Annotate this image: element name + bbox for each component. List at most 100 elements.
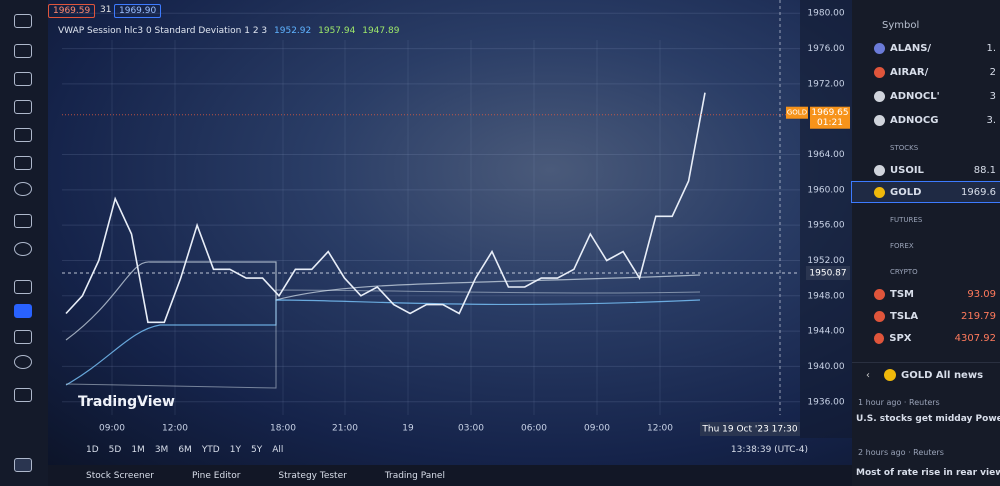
section-label: CRYPTO [890, 268, 918, 276]
watchlist-row[interactable]: USOIL 88.1 [852, 160, 1000, 180]
clock: 13:38:39 (UTC-4) [730, 445, 808, 455]
news-title[interactable]: GOLD All news [901, 369, 984, 381]
tool-icon[interactable] [14, 214, 32, 228]
watchlist-row[interactable]: SPX 4307.92 [852, 328, 1000, 348]
news-meta: 2 hours ago · Reuters [858, 448, 944, 457]
quantity: 31 [100, 5, 112, 15]
y-tick-label: 1944.00 [807, 327, 844, 337]
price: 3. [986, 114, 996, 126]
chart: 1936.00 1940.00 1944.00 1948.00 1952.00 1956.… [62, 0, 852, 438]
tool-icon[interactable] [14, 388, 32, 402]
range-button[interactable]: YTD [201, 445, 220, 455]
watchlist-row[interactable]: GOLD 1969.6 [851, 181, 1000, 203]
range-button[interactable]: 5D [108, 445, 122, 455]
tab[interactable]: Trading Panel [384, 470, 445, 481]
tab[interactable]: Strategy Tester [278, 470, 347, 481]
x-tick-label: 19 [402, 424, 414, 434]
news-headline[interactable]: Most of rate rise in rear view m [856, 468, 1000, 478]
tool-icon[interactable] [14, 44, 32, 58]
x-tick-label: 09:00 [584, 424, 610, 434]
watchlist-row[interactable]: TSM 93.09 [852, 284, 1000, 304]
tool-icon[interactable] [14, 128, 32, 142]
indicator-name: VWAP Session hlc3 0 Standard Deviation 1… [58, 26, 268, 36]
price: 1969.6 [961, 186, 996, 198]
watchlist-row[interactable]: ALANS/1. [852, 38, 1000, 58]
sell-price[interactable]: 1969.59 [48, 4, 96, 18]
watchlist: Symbol ALANS/1. AIRAR/2 ADNOCL' 3 ADNOCG 3. ST… [851, 0, 1000, 486]
crosshair-time-box [700, 422, 800, 436]
tool-icon[interactable] [14, 14, 32, 28]
symbol-icon [874, 186, 885, 198]
logo: TradingView [78, 394, 175, 410]
symbol: SPX [889, 332, 912, 344]
watchlist-row[interactable]: ADNOCG 3. [852, 110, 1000, 130]
y-tick-label: 1964.00 [807, 150, 844, 160]
tool-icon[interactable] [14, 156, 32, 170]
range-button[interactable]: 1M [131, 445, 145, 455]
price-tag-box [810, 106, 850, 129]
tab[interactable]: Pine Editor [191, 470, 241, 481]
symbol-icon [874, 66, 885, 78]
y-tick-label: 1952.00 [807, 256, 844, 266]
price: 2 [989, 66, 996, 78]
symbol-icon [874, 114, 885, 126]
symbol-icon [874, 90, 885, 102]
news-meta: 1 hour ago · Reuters [858, 398, 940, 407]
symbol: ADNOCG [890, 114, 939, 126]
y-tick-label: 1956.00 [807, 221, 844, 231]
range-button[interactable]: 6M [178, 445, 192, 455]
tool-icon[interactable] [14, 72, 32, 86]
tab[interactable]: Stock Screener [86, 470, 154, 481]
indicator-value: 1957.94 [318, 26, 356, 36]
price-tag-symbol: GOLD [787, 109, 807, 117]
y-tick-label: 1940.00 [807, 362, 844, 372]
price: 219.79 [961, 310, 996, 322]
watchlist-header: Symbol [882, 20, 920, 31]
watchlist-row[interactable]: ADNOCL' 3 [852, 86, 1000, 106]
price: 3 [989, 90, 996, 102]
symbol: AIRAR/ [890, 66, 929, 78]
y-tick-label: 1948.00 [807, 291, 844, 301]
section-label: FUTURES [890, 216, 923, 224]
buy-price[interactable]: 1969.90 [114, 4, 162, 18]
range-button[interactable]: 1Y [229, 445, 241, 455]
y-tick-label: 1972.00 [807, 79, 844, 89]
watchlist-row[interactable]: AIRAR/2 [852, 62, 1000, 82]
y-tick-label: 1960.00 [807, 185, 844, 195]
range-button[interactable]: 3M [154, 445, 169, 455]
vwap-band [65, 261, 701, 341]
watchlist-row[interactable]: TSLA 219.79 [852, 306, 1000, 326]
y-tick-label: 1976.00 [807, 44, 844, 54]
tool-icon[interactable] [14, 182, 32, 196]
crosshair-time: Thu 19 Oct '23 17:30 [701, 425, 797, 435]
tool-icon[interactable] [14, 330, 32, 344]
price-axis [800, 0, 852, 438]
tool-icon[interactable] [14, 242, 32, 256]
tool-icon[interactable] [14, 355, 32, 369]
tool-icon[interactable] [14, 280, 32, 294]
price: 4307.92 [954, 332, 996, 344]
tool-icon[interactable] [14, 304, 32, 318]
bottom-tabs: Stock Screener Pine Editor Strategy Test… [48, 465, 852, 486]
tool-icon[interactable] [14, 458, 32, 472]
crosshair-price-box [806, 266, 850, 280]
symbol-icon [874, 310, 885, 322]
news-header: ‹ GOLD All news [852, 362, 1000, 387]
x-tick-label: 21:00 [332, 424, 358, 434]
news-headline[interactable]: U.S. stocks get midday Powell [856, 414, 1000, 424]
y-tick-label: 1980.00 [807, 9, 844, 19]
crosshair-price: 1950.87 [809, 269, 846, 279]
range-button[interactable]: All [272, 445, 284, 455]
price: 93.09 [967, 288, 996, 300]
tool-icon[interactable] [14, 100, 32, 114]
vwap-band [65, 299, 701, 386]
x-tick-label: 12:00 [162, 424, 188, 434]
indicator-value: 1952.92 [274, 26, 312, 36]
symbol: ADNOCL' [890, 90, 940, 102]
symbol-icon [874, 164, 885, 176]
price-tag-box [786, 106, 808, 119]
range-button[interactable]: 5Y [250, 445, 263, 455]
x-tick-label: 06:00 [521, 424, 547, 434]
range-button[interactable]: 1D [86, 445, 99, 455]
